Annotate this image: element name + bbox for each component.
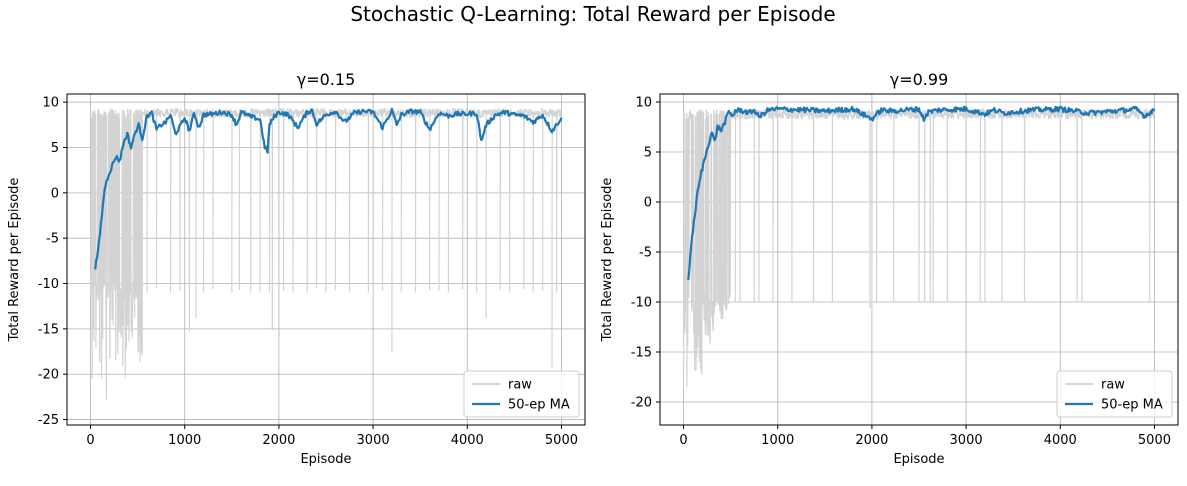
moving-average-series (94, 107, 563, 270)
y-tick-label: -25 (38, 413, 59, 428)
x-tick-label: 2000 (262, 433, 295, 448)
y-tick-label: 5 (51, 141, 59, 156)
y-tick-label: 10 (42, 96, 59, 111)
x-tick-label: 4000 (451, 433, 484, 448)
y-axis-label: Total Reward per Episode (600, 178, 615, 343)
legend: raw 50-ep MA (1056, 370, 1173, 418)
y-tick-label: -15 (631, 346, 652, 361)
x-tick-label: 2000 (855, 433, 888, 448)
y-tick-label: -15 (38, 322, 59, 337)
chart-panel-gamma-0.15: 0 1000 2000 3000 4000 5000 -25 -20 -15 -10 -5 0 5 10… (7, 70, 586, 467)
x-tick-label: 3000 (357, 433, 390, 448)
x-tick-label: 3000 (950, 433, 983, 448)
y-axis-ticks: -20 -15 -10 -5 0 5 10 (631, 96, 660, 411)
x-axis-ticks: 0 1000 2000 3000 4000 5000 (679, 425, 1171, 448)
x-tick-label: 5000 (545, 433, 578, 448)
x-axis-label: Episode (300, 452, 351, 467)
raw-series-line (682, 107, 1156, 389)
plot-frame (66, 93, 586, 426)
chart-title: γ=0.15 (297, 70, 356, 89)
legend-label-ma: 50-ep MA (1101, 398, 1163, 413)
x-axis-ticks: 0 1000 2000 3000 4000 5000 (86, 425, 578, 448)
y-tick-label: 0 (644, 196, 652, 211)
legend-box (463, 370, 580, 418)
x-axis-label: Episode (893, 452, 944, 467)
x-tick-label: 5000 (1138, 433, 1171, 448)
legend: raw 50-ep MA (463, 370, 580, 418)
figure-title: Stochastic Q-Learning: Total Reward per … (350, 2, 835, 26)
y-tick-label: -5 (639, 246, 652, 261)
y-tick-label: -20 (631, 396, 652, 411)
x-tick-label: 0 (86, 433, 94, 448)
x-tick-label: 0 (679, 433, 687, 448)
raw-series-line (89, 106, 562, 401)
raw-series (89, 106, 562, 401)
plot-frame (659, 93, 1179, 426)
y-axis-label: Total Reward per Episode (7, 178, 22, 343)
y-tick-label: -5 (46, 232, 59, 247)
legend-label-raw: raw (1101, 378, 1125, 393)
moving-average-series (687, 105, 1156, 281)
y-axis-ticks: -25 -20 -15 -10 -5 0 5 10 (38, 96, 67, 428)
legend-label-raw: raw (508, 378, 532, 393)
moving-average-line (687, 105, 1156, 281)
y-tick-label: 5 (644, 146, 652, 161)
y-tick-label: -10 (631, 296, 652, 311)
y-tick-label: -10 (38, 277, 59, 292)
x-tick-label: 4000 (1044, 433, 1077, 448)
y-tick-label: -20 (38, 368, 59, 383)
legend-box (1056, 370, 1173, 418)
y-tick-label: 0 (51, 186, 59, 201)
chart-title: γ=0.99 (890, 70, 949, 89)
x-tick-label: 1000 (168, 433, 201, 448)
x-tick-label: 1000 (761, 433, 794, 448)
raw-series (682, 107, 1156, 389)
legend-label-ma: 50-ep MA (508, 398, 570, 413)
moving-average-line (94, 107, 563, 270)
chart-panel-gamma-0.99: 0 1000 2000 3000 4000 5000 -20 -15 -10 -5 0 5 10 γ=… (600, 70, 1179, 467)
y-tick-label: 10 (635, 96, 652, 111)
